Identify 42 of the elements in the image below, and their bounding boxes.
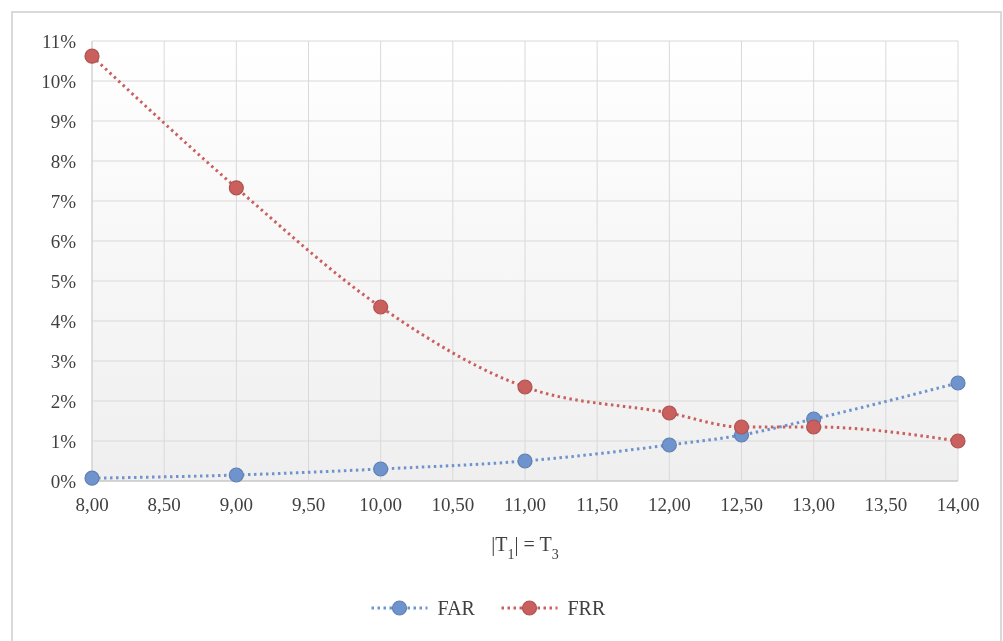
y-tick-label: 4% <box>50 310 77 332</box>
point <box>373 299 389 315</box>
y-tick-label: 3% <box>50 350 77 372</box>
point <box>373 461 389 477</box>
y-tick-label: 2% <box>50 390 77 412</box>
y-tick-label: 7% <box>50 190 77 212</box>
legend-label: FRR <box>567 597 606 619</box>
point <box>517 453 533 469</box>
point <box>228 467 244 483</box>
y-tick-label: 5% <box>50 270 77 292</box>
y-tick-label: 6% <box>50 230 77 252</box>
point <box>950 433 966 449</box>
x-tick-label: 13,00 <box>792 494 836 515</box>
point <box>661 405 677 421</box>
x-tick-label: 11,00 <box>503 494 547 515</box>
y-tick-label: 1% <box>50 430 77 452</box>
point <box>228 180 244 196</box>
point <box>806 419 822 435</box>
y-tick-label: 11% <box>41 30 77 52</box>
x-tick-label: 11,50 <box>576 494 619 515</box>
y-tick-label: 0% <box>50 470 77 492</box>
x-tick-label: 9,00 <box>219 494 253 515</box>
legend-label: FAR <box>437 597 476 619</box>
point <box>84 48 100 64</box>
point <box>950 375 966 391</box>
x-tick-label: 13,50 <box>864 494 908 515</box>
point <box>84 470 100 486</box>
x-tick-label: 8,00 <box>75 494 109 515</box>
x-tick-label: 12,50 <box>720 494 763 515</box>
point <box>661 437 677 453</box>
x-tick-label: 10,00 <box>359 494 403 515</box>
x-tick-label: 14,00 <box>936 494 980 515</box>
y-tick-label: 8% <box>50 150 77 172</box>
x-tick-label: 12,00 <box>647 494 691 515</box>
point <box>733 419 750 435</box>
y-tick-label: 9% <box>50 110 77 132</box>
x-tick-label: 10,50 <box>431 494 475 515</box>
x-tick-label: 8,50 <box>147 494 181 515</box>
y-tick-label: 10% <box>41 70 77 92</box>
x-axis-title: |T$_{1}$| = T$_{3}$ <box>491 533 559 562</box>
x-tick-label: 9,50 <box>291 494 326 515</box>
point <box>517 379 533 395</box>
